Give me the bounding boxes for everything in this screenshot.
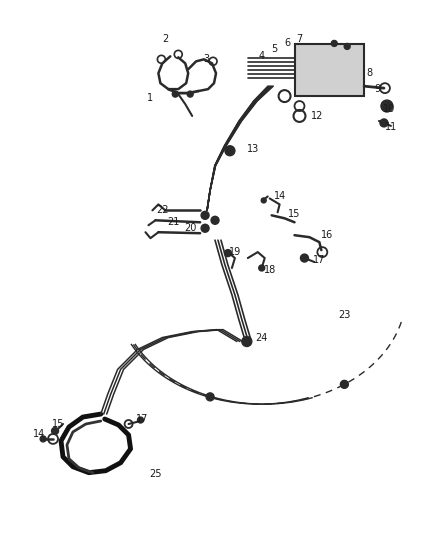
Circle shape <box>211 216 219 224</box>
Text: 14: 14 <box>33 429 45 439</box>
Text: 19: 19 <box>229 247 241 257</box>
Text: 14: 14 <box>273 191 286 201</box>
Circle shape <box>242 336 252 346</box>
Circle shape <box>201 212 209 219</box>
Circle shape <box>380 119 388 127</box>
Circle shape <box>224 249 231 256</box>
Circle shape <box>331 41 337 46</box>
Text: 5: 5 <box>272 44 278 54</box>
Text: 23: 23 <box>338 310 350 320</box>
Text: 8: 8 <box>366 68 372 78</box>
Text: 25: 25 <box>149 469 162 479</box>
Circle shape <box>259 265 265 271</box>
Text: 16: 16 <box>321 230 333 240</box>
Text: 20: 20 <box>184 223 196 233</box>
Text: 10: 10 <box>383 104 395 114</box>
Text: 3: 3 <box>203 54 209 64</box>
Text: 13: 13 <box>247 144 259 154</box>
Circle shape <box>40 436 46 442</box>
Text: 1: 1 <box>147 93 153 103</box>
Text: 12: 12 <box>311 111 324 121</box>
Circle shape <box>206 393 214 401</box>
FancyBboxPatch shape <box>294 44 364 96</box>
Circle shape <box>187 91 193 97</box>
Text: 24: 24 <box>255 333 268 343</box>
Circle shape <box>381 100 393 112</box>
Circle shape <box>225 146 235 156</box>
Text: 17: 17 <box>313 255 325 265</box>
Text: 17: 17 <box>136 414 148 424</box>
Text: 9: 9 <box>374 84 380 94</box>
Circle shape <box>172 91 178 97</box>
Text: 6: 6 <box>285 38 291 49</box>
Circle shape <box>261 198 266 203</box>
Text: 2: 2 <box>162 35 169 44</box>
Text: 11: 11 <box>385 122 397 132</box>
Text: 22: 22 <box>156 205 169 215</box>
Text: 7: 7 <box>297 35 303 44</box>
Circle shape <box>138 417 144 423</box>
Circle shape <box>201 224 209 232</box>
Circle shape <box>52 427 59 434</box>
Text: 4: 4 <box>259 51 265 61</box>
Circle shape <box>340 381 348 389</box>
Text: 15: 15 <box>288 209 301 220</box>
Circle shape <box>300 254 308 262</box>
Text: 15: 15 <box>52 419 64 429</box>
Circle shape <box>344 43 350 50</box>
Text: 18: 18 <box>264 265 276 275</box>
Text: 21: 21 <box>167 217 180 227</box>
